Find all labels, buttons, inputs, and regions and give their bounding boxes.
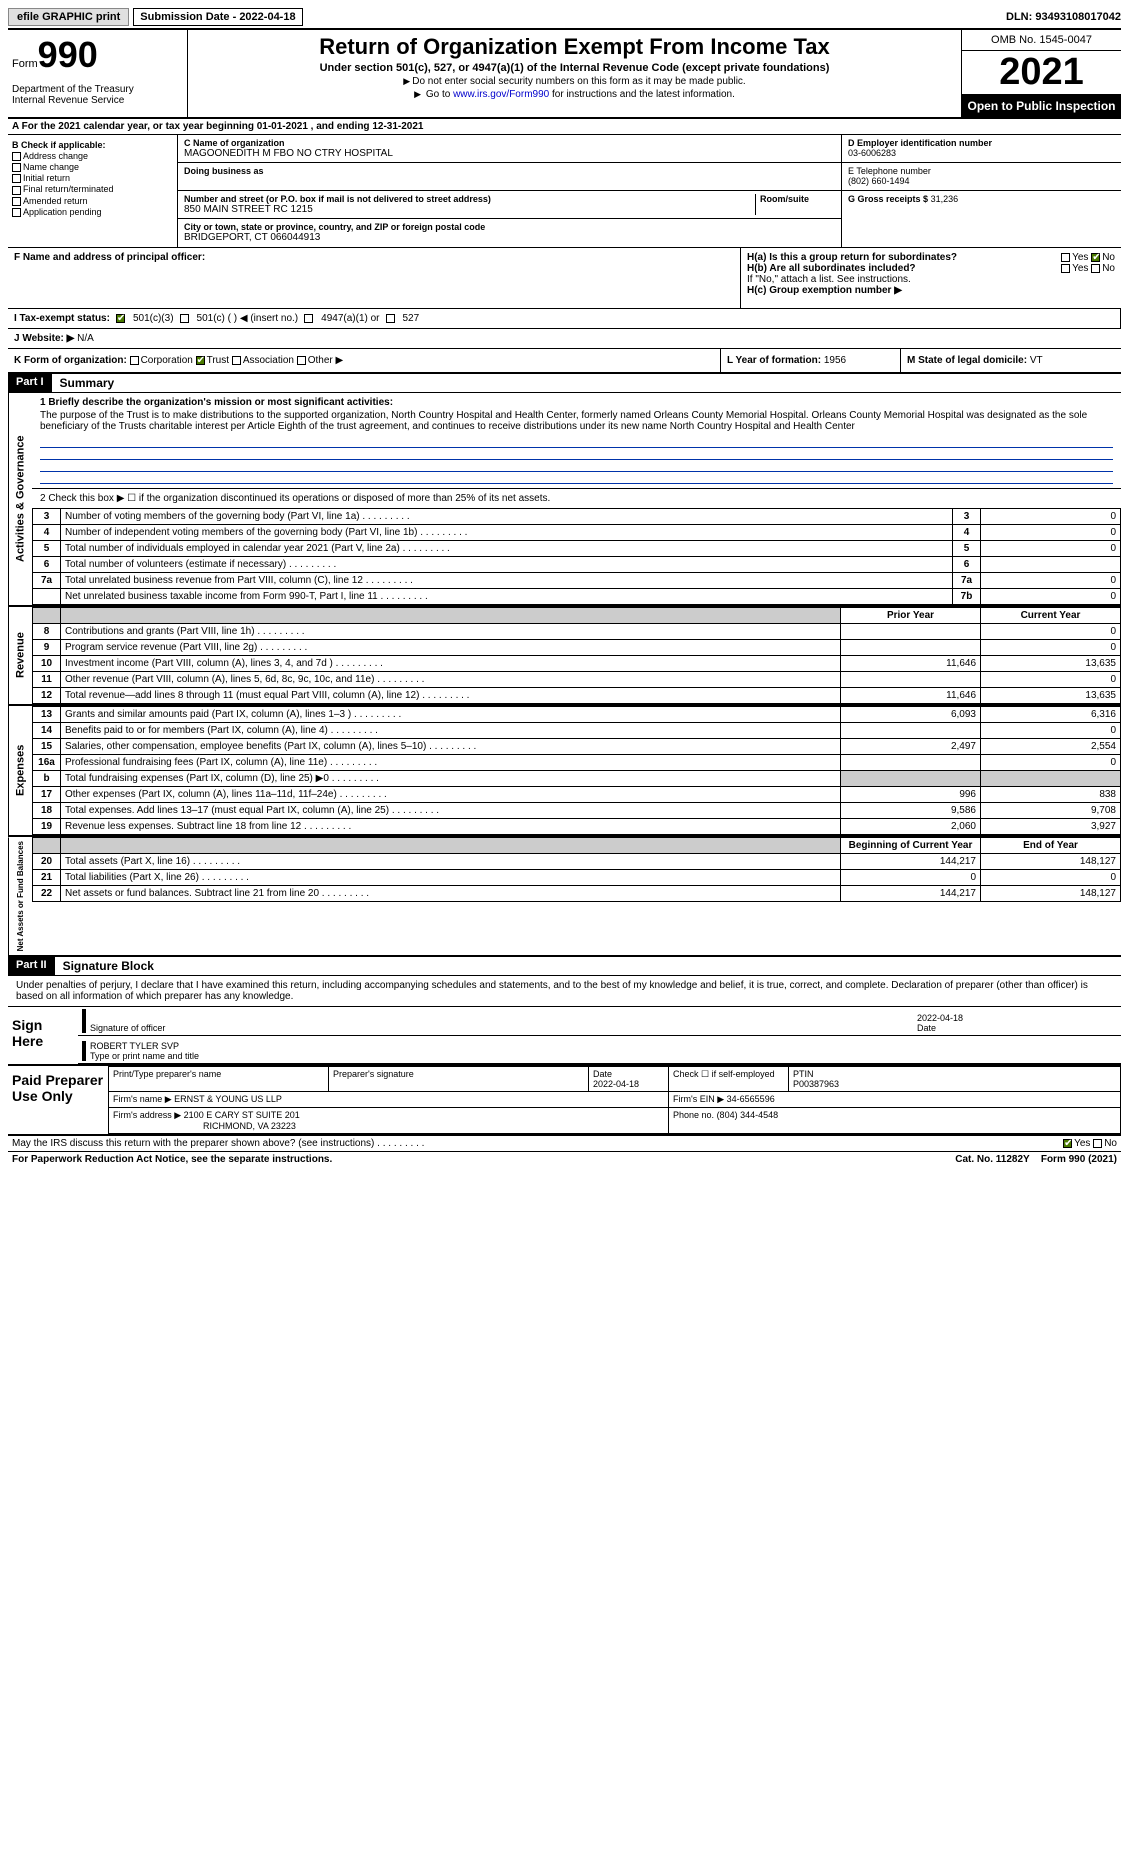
signature-date: 2022-04-18 Date bbox=[917, 1013, 1117, 1033]
preparer-date: 2022-04-18 bbox=[593, 1079, 664, 1089]
col-b: B Check if applicable: Address change Na… bbox=[8, 135, 178, 247]
cb-name-change[interactable] bbox=[12, 163, 21, 172]
tax-year: 2021 bbox=[962, 51, 1121, 95]
cb-hb-yes[interactable] bbox=[1061, 264, 1070, 273]
org-name: MAGOONEDITH M FBO NO CTRY HOSPITAL bbox=[184, 148, 835, 159]
col-d: D Employer identification number 03-6006… bbox=[841, 135, 1121, 247]
ssn-note: Do not enter social security numbers on … bbox=[192, 76, 957, 87]
summary-expenses: Expenses 13Grants and similar amounts pa… bbox=[8, 706, 1121, 837]
vlabel-revenue: Revenue bbox=[8, 607, 32, 704]
telephone: (802) 660-1494 bbox=[848, 176, 1115, 186]
part-i-header: Part I Summary bbox=[8, 374, 1121, 393]
cb-irs-yes[interactable] bbox=[1063, 1139, 1072, 1148]
may-irs-discuss: May the IRS discuss this return with the… bbox=[8, 1136, 1121, 1151]
top-bar: efile GRAPHIC print Submission Date - 20… bbox=[8, 8, 1121, 30]
form-header: Form990 Department of the Treasury Inter… bbox=[8, 30, 1121, 119]
cb-hb-no[interactable] bbox=[1091, 264, 1100, 273]
form-title: Return of Organization Exempt From Incom… bbox=[192, 34, 957, 60]
cb-501c3[interactable] bbox=[116, 314, 125, 323]
website: N/A bbox=[77, 333, 94, 344]
open-to-public: Open to Public Inspection bbox=[962, 95, 1121, 117]
ptin: P00387963 bbox=[793, 1079, 1116, 1089]
omb-number: OMB No. 1545-0047 bbox=[962, 30, 1121, 51]
cb-assoc[interactable] bbox=[232, 356, 241, 365]
ein: 03-6006283 bbox=[848, 148, 1115, 158]
row-i: I Tax-exempt status: 501(c)(3) 501(c) ( … bbox=[8, 309, 1121, 329]
part-ii-header: Part II Signature Block bbox=[8, 957, 1121, 976]
cb-527[interactable] bbox=[386, 314, 395, 323]
section-bcd: B Check if applicable: Address change Na… bbox=[8, 135, 1121, 248]
row-j: J Website: ▶ N/A bbox=[8, 329, 1121, 349]
cb-address-change[interactable] bbox=[12, 152, 21, 161]
dln: DLN: 93493108017042 bbox=[1006, 11, 1121, 23]
form-number: Form990 bbox=[12, 34, 183, 76]
perjury-declaration: Under penalties of perjury, I declare th… bbox=[8, 976, 1121, 1007]
principal-officer-label: F Name and address of principal officer: bbox=[14, 252, 205, 263]
sign-here-block: Sign Here Signature of officer 2022-04-1… bbox=[8, 1007, 1121, 1066]
cb-application-pending[interactable] bbox=[12, 208, 21, 217]
q1-label: 1 Briefly describe the organization's mi… bbox=[40, 397, 1113, 408]
form-subtitle: Under section 501(c), 527, or 4947(a)(1)… bbox=[192, 62, 957, 74]
officer-name-title: ROBERT TYLER SVP Type or print name and … bbox=[82, 1041, 1117, 1061]
cb-other[interactable] bbox=[297, 356, 306, 365]
firm-name: ERNST & YOUNG US LLP bbox=[174, 1094, 282, 1104]
irs-link[interactable]: www.irs.gov/Form990 bbox=[453, 89, 549, 100]
cb-final-return[interactable] bbox=[12, 186, 21, 195]
dept-treasury: Department of the Treasury Internal Reve… bbox=[12, 84, 183, 106]
city-state-zip: BRIDGEPORT, CT 066044913 bbox=[184, 232, 835, 243]
col-c: C Name of organization MAGOONEDITH M FBO… bbox=[178, 135, 841, 247]
firm-ein: 34-6565596 bbox=[727, 1094, 775, 1104]
cb-501c[interactable] bbox=[180, 314, 189, 323]
row-klm: K Form of organization: Corporation Trus… bbox=[8, 349, 1121, 374]
street-address: 850 MAIN STREET RC 1215 bbox=[184, 204, 755, 215]
row-fh: F Name and address of principal officer:… bbox=[8, 248, 1121, 309]
summary-governance: Activities & Governance 1 Briefly descri… bbox=[8, 393, 1121, 607]
vlabel-governance: Activities & Governance bbox=[8, 393, 32, 605]
cb-ha-yes[interactable] bbox=[1061, 253, 1070, 262]
summary-revenue: Revenue Prior YearCurrent Year8Contribut… bbox=[8, 607, 1121, 706]
vlabel-expenses: Expenses bbox=[8, 706, 32, 835]
efile-button[interactable]: efile GRAPHIC print bbox=[8, 8, 129, 26]
self-employed-check[interactable]: Check ☐ if self-employed bbox=[669, 1067, 789, 1092]
line-a: A For the 2021 calendar year, or tax yea… bbox=[8, 119, 1121, 135]
firm-phone: (804) 344-4548 bbox=[717, 1110, 779, 1120]
cb-corp[interactable] bbox=[130, 356, 139, 365]
cb-irs-no[interactable] bbox=[1093, 1139, 1102, 1148]
q2: 2 Check this box ▶ ☐ if the organization… bbox=[32, 489, 1121, 508]
revenue-table: Prior YearCurrent Year8Contributions and… bbox=[32, 607, 1121, 704]
summary-netassets: Net Assets or Fund Balances Beginning of… bbox=[8, 837, 1121, 957]
cb-4947[interactable] bbox=[304, 314, 313, 323]
cb-initial-return[interactable] bbox=[12, 174, 21, 183]
preparer-signature[interactable]: Preparer's signature bbox=[329, 1067, 589, 1092]
cb-ha-no[interactable] bbox=[1091, 253, 1100, 262]
irs-link-note: Go to www.irs.gov/Form990 for instructio… bbox=[192, 89, 957, 100]
gross-receipts: 31,236 bbox=[931, 194, 959, 204]
netassets-table: Beginning of Current YearEnd of Year20To… bbox=[32, 837, 1121, 902]
governance-table: 3Number of voting members of the governi… bbox=[32, 508, 1121, 605]
cb-amended[interactable] bbox=[12, 197, 21, 206]
submission-date: Submission Date - 2022-04-18 bbox=[133, 8, 302, 26]
state-domicile: VT bbox=[1030, 355, 1043, 366]
expenses-table: 13Grants and similar amounts paid (Part … bbox=[32, 706, 1121, 835]
year-formation: 1956 bbox=[824, 355, 846, 366]
mission-text: The purpose of the Trust is to make dist… bbox=[40, 410, 1113, 432]
paid-preparer-block: Paid Preparer Use Only Print/Type prepar… bbox=[8, 1066, 1121, 1136]
footer: For Paperwork Reduction Act Notice, see … bbox=[8, 1151, 1121, 1167]
signature-officer-line[interactable]: Signature of officer bbox=[82, 1009, 917, 1033]
firm-address-2: RICHMOND, VA 23223 bbox=[203, 1121, 296, 1131]
cb-trust[interactable] bbox=[196, 356, 205, 365]
firm-address-1: 2100 E CARY ST SUITE 201 bbox=[184, 1110, 300, 1120]
vlabel-net: Net Assets or Fund Balances bbox=[8, 837, 32, 955]
